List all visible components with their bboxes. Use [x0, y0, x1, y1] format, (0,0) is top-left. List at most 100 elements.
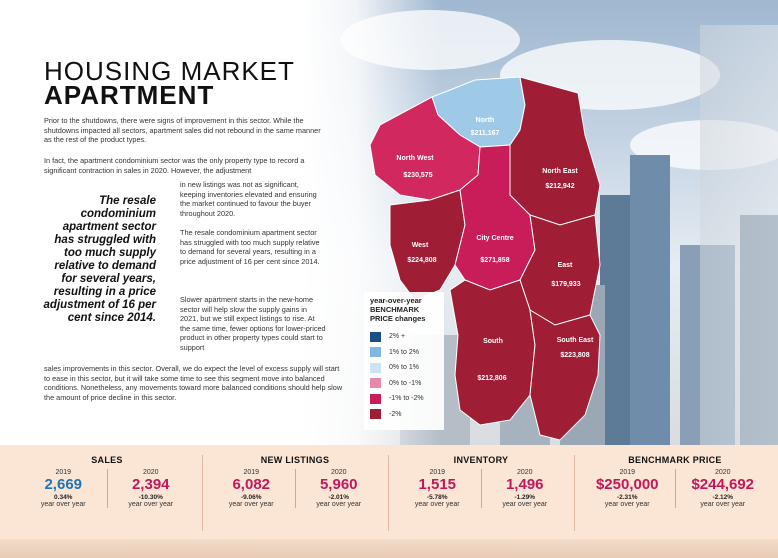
- community-price-map: North $211,167 North West $230,575 North…: [369, 76, 601, 441]
- legend-swatch: [370, 378, 381, 389]
- stat-year: 2020: [516, 469, 533, 476]
- map-label-north-west: North West: [396, 155, 434, 162]
- stat-value: 1,496: [505, 476, 544, 493]
- map-region-west: [389, 189, 466, 301]
- stat-percent: 0.34%: [54, 494, 73, 501]
- stat-year: 2020: [330, 469, 347, 476]
- map-price-north-west: $230,575: [403, 172, 432, 179]
- stat-inventory: INVENTORY 2019 1,515 -5.78% year over ye…: [394, 455, 568, 535]
- legend-title: year-over-year BENCHMARK PRICE changes: [370, 296, 426, 323]
- stat-value: 1,515: [418, 476, 457, 493]
- stat-column: 2020 5,960 -2.01% year over year: [294, 469, 383, 508]
- stat-column: 2019 6,082 -9.06% year over year: [208, 469, 295, 508]
- stat-caption: year over year: [228, 501, 274, 508]
- stat-value: $250,000: [595, 476, 659, 493]
- stat-year: 2019: [55, 469, 72, 476]
- stat-divider: [202, 455, 203, 531]
- stat-caption: year over year: [414, 501, 460, 508]
- map-label-north-east: North East: [542, 168, 578, 175]
- stat-percent: -2.31%: [616, 494, 638, 501]
- page-title-light: HOUSING MARKET: [44, 56, 295, 86]
- stat-title: NEW LISTINGS: [260, 455, 330, 465]
- legend-swatch: [370, 409, 381, 420]
- stat-column: 2020 $244,692 -2.12% year over year: [674, 469, 771, 508]
- pull-quote: The resale condominium apartment sector …: [43, 195, 156, 324]
- stat-percent: -10.30%: [138, 494, 163, 501]
- stat-new-listings: NEW LISTINGS 2019 6,082 -9.06% year over…: [208, 455, 382, 535]
- legend-item: -2%: [370, 407, 438, 423]
- stat-caption: year over year: [128, 501, 174, 508]
- paragraph-3: in new listings was not as significant, …: [180, 180, 317, 218]
- legend-swatch: [370, 347, 381, 358]
- map-price-south: $212,806: [477, 375, 506, 382]
- paragraph-4: The resale condominium apartment sector …: [180, 228, 320, 266]
- stat-column: 2019 $250,000 -2.31% year over year: [580, 469, 675, 508]
- stat-percent: -5.78%: [426, 494, 448, 501]
- stat-title: INVENTORY: [453, 455, 509, 465]
- stat-year: 2019: [619, 469, 636, 476]
- map-legend: year-over-year BENCHMARK PRICE changes 2…: [364, 292, 444, 430]
- stat-divider: [388, 455, 389, 531]
- stats-band-footer: [0, 539, 778, 558]
- stat-value: 2,669: [44, 476, 83, 493]
- paragraph-6: sales improvements in this sector. Overa…: [44, 364, 343, 402]
- stat-value: $244,692: [691, 476, 755, 493]
- stat-benchmark-price: BENCHMARK PRICE 2019 $250,000 -2.31% yea…: [580, 455, 770, 535]
- legend-swatch: [370, 331, 381, 342]
- map-label-east: East: [558, 262, 573, 269]
- map-label-city-centre: City Centre: [476, 235, 513, 242]
- legend-label: -1% to -2%: [389, 395, 424, 403]
- map-price-west: $224,808: [407, 257, 436, 264]
- stat-caption: year over year: [604, 501, 650, 508]
- map-region-north-east: [509, 76, 601, 226]
- legend-item: 1% to 2%: [370, 345, 438, 361]
- stat-year: 2019: [243, 469, 260, 476]
- stat-percent: -2.01%: [328, 494, 350, 501]
- stat-title: BENCHMARK PRICE: [628, 455, 722, 465]
- map-region-south-east: [529, 309, 601, 441]
- map-region-east: [519, 214, 601, 326]
- legend-label: 1% to 2%: [389, 348, 419, 356]
- map-label-south: South: [483, 338, 503, 345]
- stat-column: 2019 2,669 0.34% year over year: [20, 469, 107, 508]
- map-price-city-centre: $271,858: [480, 257, 509, 264]
- stat-value: 2,394: [131, 476, 170, 493]
- legend-item: 2% +: [370, 329, 438, 345]
- paragraph-1: Prior to the shutdowns, there were signs…: [44, 116, 321, 145]
- stat-title: SALES: [91, 455, 123, 465]
- legend-label: -2%: [389, 410, 402, 418]
- stat-column: 2019 1,515 -5.78% year over year: [394, 469, 481, 508]
- map-label-west: West: [412, 242, 429, 249]
- stat-sales: SALES 2019 2,669 0.34% year over year 20…: [20, 455, 194, 535]
- paragraph-5: Slower apartment starts in the new-home …: [180, 295, 326, 352]
- legend-item: -1% to -2%: [370, 391, 438, 407]
- legend-swatch: [370, 362, 381, 373]
- stat-year: 2020: [714, 469, 731, 476]
- paragraph-2: In fact, the apartment condominium secto…: [44, 156, 305, 175]
- map-region-south: [449, 279, 536, 426]
- stat-caption: year over year: [316, 501, 362, 508]
- page-title-bold: APARTMENT: [44, 80, 215, 110]
- stat-column: 2020 2,394 -10.30% year over year: [106, 469, 195, 508]
- map-price-north: $211,167: [471, 130, 500, 137]
- map-price-south-east: $223,808: [560, 352, 589, 359]
- stat-percent: -9.06%: [240, 494, 262, 501]
- stat-percent: -2.12%: [712, 494, 734, 501]
- legend-item: 0% to -1%: [370, 376, 438, 392]
- map-price-east: $179,933: [551, 281, 580, 288]
- stat-value: 5,960: [319, 476, 358, 493]
- stat-year: 2020: [142, 469, 159, 476]
- stat-column: 2020 1,496 -1.29% year over year: [480, 469, 569, 508]
- legend-label: 2% +: [389, 333, 406, 341]
- map-label-north: North: [476, 117, 495, 124]
- stat-percent: -1.29%: [514, 494, 536, 501]
- legend-label: 0% to 1%: [389, 364, 419, 372]
- city-skyline-photo: [300, 0, 778, 445]
- legend-swatch: [370, 393, 381, 404]
- legend-item: 0% to 1%: [370, 360, 438, 376]
- stat-divider: [574, 455, 575, 531]
- stat-caption: year over year: [40, 501, 86, 508]
- map-price-north-east: $212,942: [545, 183, 574, 190]
- legend-label: 0% to -1%: [389, 379, 422, 387]
- stat-year: 2019: [429, 469, 446, 476]
